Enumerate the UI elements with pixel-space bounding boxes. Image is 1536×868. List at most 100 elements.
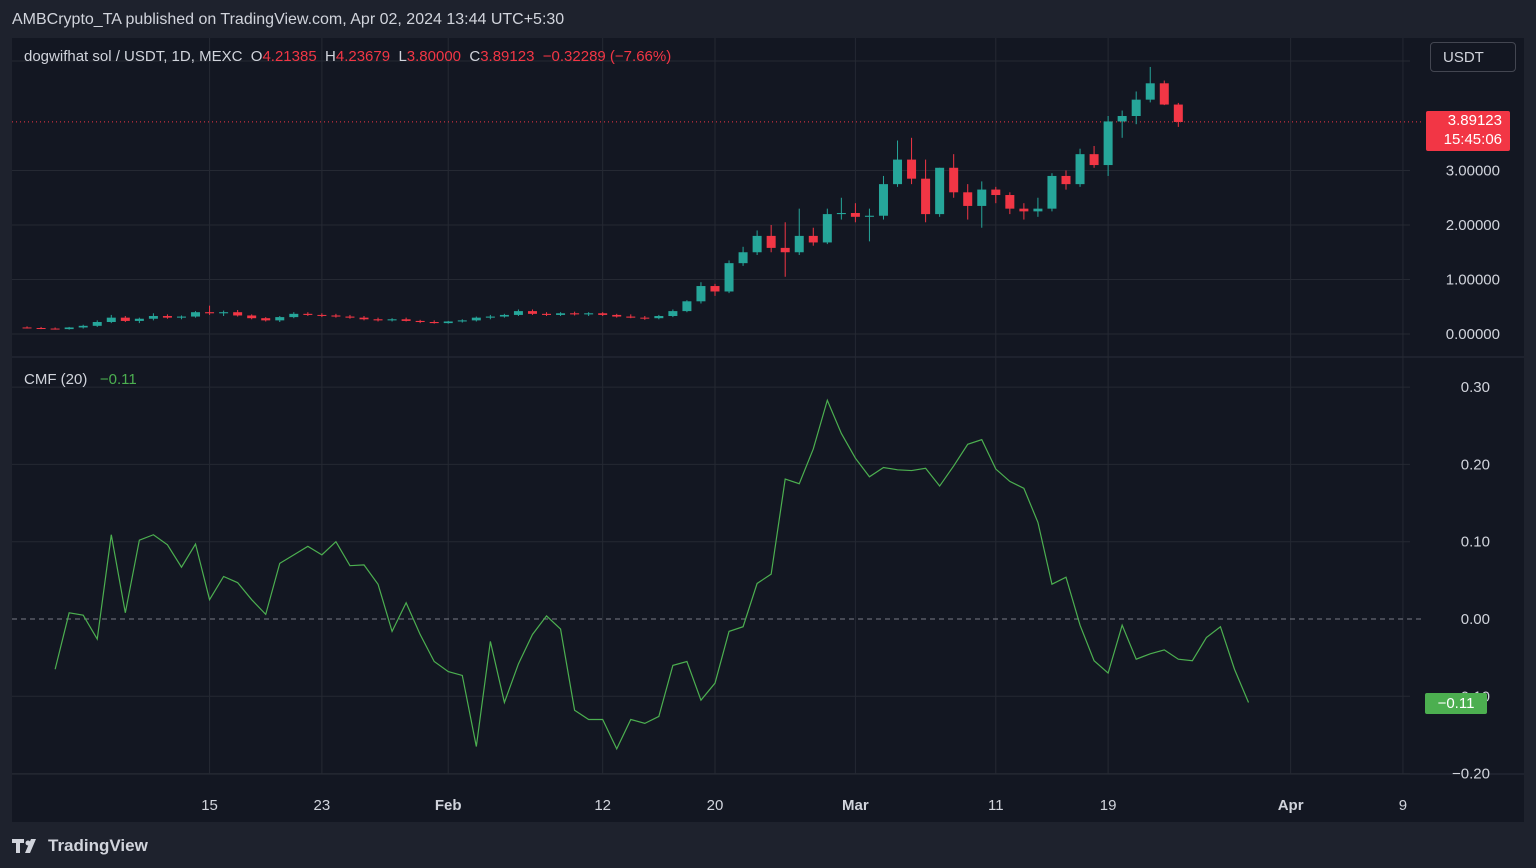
- candle: [499, 313, 509, 318]
- candle-body: [443, 321, 453, 324]
- candle: [373, 317, 383, 322]
- candle-body: [935, 167, 945, 215]
- candle-body: [233, 312, 243, 316]
- candle-body: [176, 316, 186, 318]
- candle-body: [485, 316, 495, 318]
- candle: [401, 317, 411, 322]
- candle-body: [191, 312, 201, 317]
- candle-body: [991, 189, 1001, 196]
- candle-body: [682, 301, 692, 312]
- candle-body: [1117, 116, 1127, 122]
- high-value: 4.23679: [335, 48, 391, 65]
- candle: [1117, 110, 1127, 138]
- candle-body: [415, 320, 425, 323]
- chart-svg[interactable]: 15 23 Feb 12 20 Mar 11 19 Apr 9 0.00000 1.00000 2.00…: [12, 38, 1524, 822]
- candle: [1131, 91, 1141, 125]
- price-legend: dogwifhat sol / USDT, 1D, MEXC O4.21385 …: [24, 48, 671, 65]
- candle: [443, 320, 453, 324]
- cmf-label[interactable]: CMF (20): [24, 371, 88, 388]
- candle-body: [205, 312, 215, 314]
- candle: [991, 186, 1001, 204]
- candle: [92, 320, 102, 327]
- candle: [134, 317, 144, 324]
- candle: [654, 314, 664, 320]
- candle: [317, 313, 327, 318]
- candle: [710, 283, 720, 296]
- low-label: L: [398, 48, 407, 65]
- symbol-label[interactable]: dogwifhat sol / USDT, 1D, MEXC: [24, 48, 243, 65]
- candle: [485, 314, 495, 320]
- candle-body: [1061, 175, 1071, 185]
- candle-body: [878, 184, 888, 216]
- candle-body: [724, 263, 734, 292]
- candle: [205, 305, 215, 315]
- candle: [275, 316, 285, 323]
- candle-body: [921, 178, 931, 215]
- candle: [50, 327, 60, 330]
- candle: [429, 320, 439, 324]
- candle: [36, 326, 46, 330]
- candle: [977, 181, 987, 228]
- x-tick-label: Mar: [842, 797, 869, 814]
- candle-body: [542, 313, 552, 315]
- candle-body: [738, 252, 748, 264]
- candle: [1019, 203, 1029, 220]
- currency-button[interactable]: USDT: [1430, 42, 1516, 72]
- chart-area[interactable]: 15 23 Feb 12 20 Mar 11 19 Apr 9 0.00000 1.00000 2.00…: [12, 38, 1524, 822]
- candle-body: [794, 235, 804, 253]
- x-tick-label: 12: [594, 797, 611, 814]
- candle: [668, 309, 678, 318]
- last-price-value: 3.89123: [1447, 112, 1502, 129]
- x-tick-label: 20: [707, 797, 724, 814]
- candle-body: [626, 316, 636, 318]
- candle-body: [471, 317, 481, 321]
- candle: [162, 314, 172, 319]
- candle-body: [261, 318, 271, 321]
- candle-body: [780, 247, 790, 253]
- candle: [598, 312, 608, 317]
- candle-body: [373, 319, 383, 321]
- candle: [22, 326, 32, 329]
- high-label: H: [325, 48, 336, 65]
- candle-body: [148, 316, 158, 319]
- change-value: −0.32289 (−7.66%): [542, 48, 672, 65]
- candle: [1103, 116, 1113, 176]
- candle-body: [893, 159, 903, 185]
- price-tick-label: 3.00000: [1446, 163, 1500, 180]
- x-tick-label: 15: [201, 797, 218, 814]
- candle-body: [317, 314, 327, 316]
- candle-body: [556, 313, 566, 315]
- cmf-legend: CMF (20) −0.11: [24, 371, 137, 388]
- candle-body: [710, 286, 720, 292]
- candle-body: [836, 213, 846, 215]
- candle: [1047, 173, 1057, 212]
- cmf-tick-label: 0.00: [1461, 611, 1490, 628]
- candle: [921, 159, 931, 223]
- candle: [542, 312, 552, 317]
- candle: [1033, 197, 1043, 217]
- tradingview-logo[interactable]: TradingView: [12, 835, 148, 857]
- axes: 15 23 Feb 12 20 Mar 11 19 Apr 9 0.00000 1.00000 2.00…: [201, 163, 1500, 815]
- candle-body: [668, 311, 678, 317]
- candle: [556, 312, 566, 317]
- close-label: C: [469, 48, 481, 65]
- price-tick-label: 0.00000: [1446, 326, 1500, 343]
- candle-body: [1047, 175, 1057, 209]
- candle: [850, 203, 860, 223]
- candle: [780, 222, 790, 277]
- candle-body: [1103, 121, 1113, 166]
- candle: [64, 326, 74, 330]
- candle-body: [120, 317, 130, 321]
- candle: [1159, 80, 1169, 106]
- candle: [878, 175, 888, 220]
- candle-body: [1019, 208, 1029, 212]
- tradingview-logo-icon: [12, 839, 36, 853]
- x-tick-label: Feb: [435, 797, 462, 814]
- candle: [247, 314, 257, 320]
- tradingview-brand: TradingView: [48, 836, 148, 855]
- candle: [1173, 102, 1183, 127]
- candle-body: [92, 322, 102, 326]
- candle-body: [275, 317, 285, 321]
- candle: [584, 312, 594, 317]
- cmf-line-group: [54, 398, 1250, 751]
